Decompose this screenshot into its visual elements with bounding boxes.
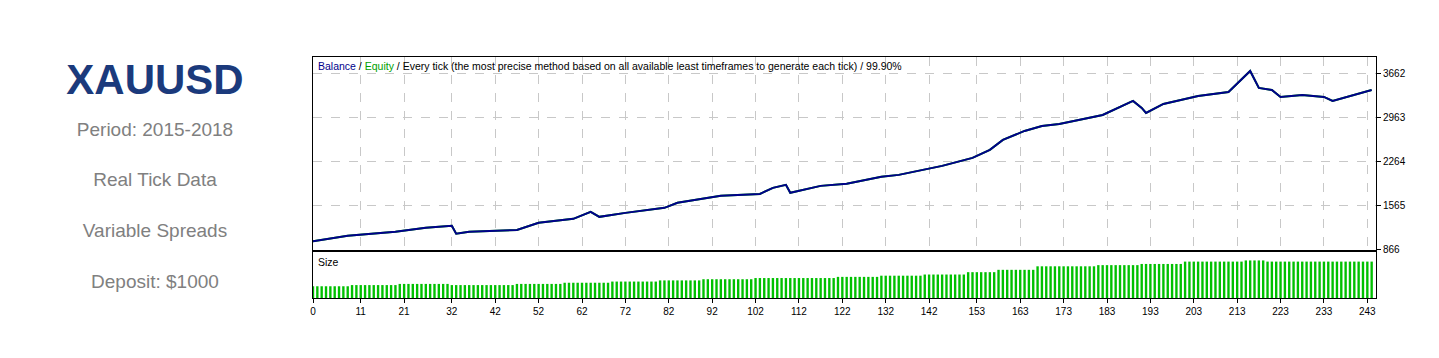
svg-text:173: 173 bbox=[1055, 306, 1072, 317]
svg-text:72: 72 bbox=[620, 306, 632, 317]
svg-text:223: 223 bbox=[1272, 306, 1289, 317]
svg-text:1565: 1565 bbox=[1383, 200, 1406, 211]
svg-text:82: 82 bbox=[663, 306, 675, 317]
svg-text:122: 122 bbox=[834, 306, 851, 317]
svg-text:62: 62 bbox=[576, 306, 588, 317]
html-text:XAUUSD: XAUUSD bbox=[66, 56, 244, 103]
svg-text:233: 233 bbox=[1316, 306, 1333, 317]
svg-text:42: 42 bbox=[490, 306, 502, 317]
html-text:Period: 2015-2018: Period: 2015-2018 bbox=[76, 119, 234, 140]
svg-text:142: 142 bbox=[921, 306, 938, 317]
svg-text:92: 92 bbox=[707, 306, 719, 317]
svg-text:102: 102 bbox=[747, 306, 764, 317]
svg-text:2963: 2963 bbox=[1383, 112, 1406, 123]
svg-text:11: 11 bbox=[356, 306, 367, 317]
svg-text:163: 163 bbox=[1012, 306, 1029, 317]
svg-text:Size: Size bbox=[318, 256, 339, 268]
svg-text:52: 52 bbox=[533, 306, 545, 317]
svg-text:3662: 3662 bbox=[1383, 68, 1406, 79]
svg-text:153: 153 bbox=[968, 306, 985, 317]
svg-text:21: 21 bbox=[399, 306, 411, 317]
svg-text:32: 32 bbox=[446, 306, 458, 317]
html-text:Real Tick Data: Real Tick Data bbox=[93, 169, 217, 190]
html-text:Variable Spreads: Variable Spreads bbox=[82, 220, 228, 241]
svg-text:193: 193 bbox=[1142, 306, 1159, 317]
html-text:Deposit: $1000: Deposit: $1000 bbox=[91, 271, 219, 292]
svg-text:112: 112 bbox=[791, 306, 807, 317]
svg-text:213: 213 bbox=[1229, 306, 1246, 317]
svg-text:203: 203 bbox=[1185, 306, 1202, 317]
svg-text:866: 866 bbox=[1383, 244, 1400, 255]
svg-text:132: 132 bbox=[877, 306, 894, 317]
svg-text:2264: 2264 bbox=[1383, 156, 1406, 167]
svg-text:183: 183 bbox=[1099, 306, 1116, 317]
svg-text:Balance / Equity / Every tick: Balance / Equity / Every tick (the most … bbox=[318, 60, 902, 72]
svg-text:0: 0 bbox=[310, 306, 316, 317]
svg-text:243: 243 bbox=[1359, 306, 1376, 317]
